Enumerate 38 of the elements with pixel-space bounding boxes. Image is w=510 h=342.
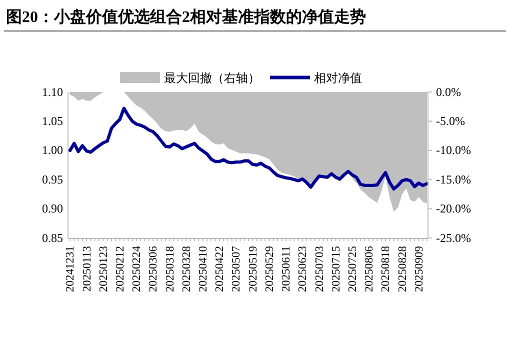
x-tick-label: 20250806 [364,246,376,292]
x-tick-label: 20250306 [148,246,160,292]
legend-label: 相对净值 [314,71,362,85]
y2-tick-label: -15.0% [436,172,471,186]
x-tick-label: 20250725 [346,246,359,292]
x-tick-label: 20241231 [64,246,77,292]
x-tick-label: 20250519 [247,246,260,292]
x-tick-label: 20250507 [230,246,243,292]
x-tick-label: 20250623 [297,246,310,292]
y2-tick-label: 0.0% [436,84,461,99]
x-tick-label: 20250123 [98,246,110,292]
x-tick-label: 20250529 [264,246,276,292]
y2-tick-label: -20.0% [436,202,471,216]
x-tick-label: 20250328 [180,246,193,292]
x-tick-label: 20250909 [413,246,426,292]
x-tick-label: 20250818 [380,246,392,292]
x-tick-label: 20250611 [280,246,293,292]
x-tick-label: 20250224 [131,246,144,292]
line-series [68,106,429,191]
y-tick-label: 1.00 [42,143,63,158]
y2-tick-label: -25.0% [436,230,471,245]
x-tick-label: 20250828 [396,246,409,292]
y-tick-label: 0.85 [42,230,63,245]
x-tick-label: 20250410 [198,246,210,292]
x-tick-label: 20250422 [214,246,226,292]
x-tick-label: 20250212 [114,246,126,292]
x-tick-label: 20250703 [314,246,326,292]
chart-title: 图20：小盘价值优选组合2相对基准指数的净值走势 [6,8,366,26]
legend-label: 最大回撤（右轴） [164,71,260,85]
y2-tick-label: -5.0% [436,114,465,128]
y2-tick-label: -10.0% [436,143,471,158]
x-tick-label: 20250318 [164,246,176,292]
y-tick-label: 1.05 [42,114,63,128]
y-tick-label: 1.10 [42,84,63,99]
x-tick-label: 20250715 [330,246,342,292]
x-tick-label: 20250113 [81,246,94,292]
y-tick-label: 0.95 [42,172,63,186]
y-tick-label: 0.90 [42,202,63,216]
